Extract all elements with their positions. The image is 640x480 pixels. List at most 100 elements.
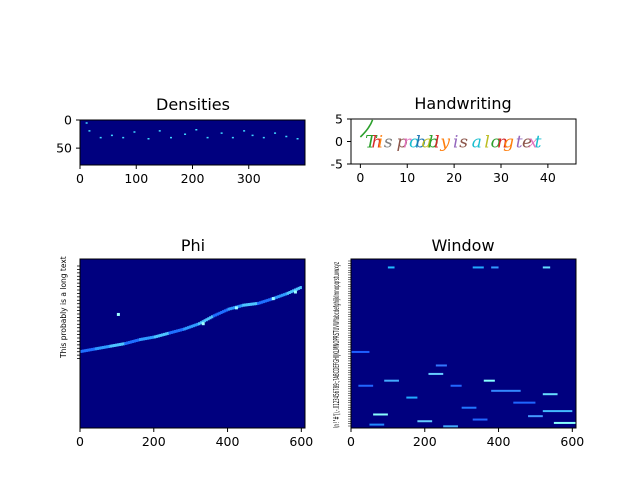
densities-cell: [206, 136, 209, 139]
window-segment: [435, 364, 447, 367]
phi-path-cell: [222, 310, 225, 314]
densities-cell: [274, 132, 277, 134]
densities-x-tick-label: 0: [76, 171, 84, 186]
phi-path-cell: [164, 332, 168, 336]
phi-path-cell: [220, 310, 223, 314]
phi-path-cell: [275, 295, 278, 299]
window-x-tick-label: 400: [487, 434, 511, 449]
phi-title: Phi: [181, 236, 205, 255]
phi-path-cell: [205, 318, 208, 322]
phi-path-cell: [168, 331, 171, 335]
densities-x-tick-label: 100: [124, 171, 148, 186]
phi-path-cell: [268, 298, 271, 302]
phi-path-cell: [162, 332, 166, 336]
phi-path-cell: [140, 337, 144, 341]
phi-path-cell: [153, 335, 157, 339]
phi-path-cell: [201, 320, 205, 324]
phi-path-cell: [127, 341, 131, 345]
phi-hot-cell: [116, 312, 120, 316]
handwriting-glyph: t: [535, 132, 542, 152]
handwriting-glyph: l: [484, 132, 489, 152]
window-segments: [351, 266, 576, 428]
densities-cell: [251, 134, 254, 137]
densities-cell: [231, 136, 234, 139]
phi-path-cell: [196, 322, 199, 326]
phi-path-cell: [144, 337, 147, 341]
phi-hot-cell: [234, 306, 238, 310]
phi-path-cell: [284, 292, 288, 296]
handwriting-y-tick-label: 0: [335, 134, 343, 149]
handwriting-x-tick-label: 40: [540, 170, 556, 185]
handwriting-glyph: a: [472, 132, 482, 152]
densities-yticks: 0 50: [56, 113, 80, 156]
phi-path-cell: [247, 303, 251, 307]
phi-path-cell: [148, 336, 151, 340]
phi-path-cell: [262, 300, 266, 304]
window-segment: [472, 418, 488, 421]
phi-path-cell: [116, 343, 120, 347]
phi-x-tick-label: 200: [142, 434, 166, 449]
phi-path-cell: [161, 333, 164, 337]
phi-path-cell: [124, 342, 127, 345]
densities-cell: [184, 133, 187, 135]
densities-cell: [243, 130, 246, 132]
phi-path-cell: [113, 343, 116, 347]
handwriting-glyph: i: [378, 132, 383, 152]
phi-path-cell: [266, 298, 269, 302]
window-ytick-labels: \n !"#'(),-.0123456789:;?ABCDEFGHIJKLMNO…: [332, 262, 341, 428]
phi-path-cell: [139, 338, 142, 342]
densities-cell: [158, 130, 161, 132]
phi-path-cell: [91, 347, 94, 351]
phi-path-cell: [216, 312, 219, 316]
densities-y-tick-label: 50: [56, 141, 72, 156]
handwriting-glyph: x: [528, 132, 538, 152]
handwriting-y-tick-label: -5: [331, 157, 343, 172]
handwriting-glyph: y: [439, 132, 450, 152]
phi-path-cell: [281, 293, 284, 297]
phi-path-cell: [198, 322, 201, 326]
window-segment: [406, 396, 418, 399]
phi-path-cell: [282, 293, 286, 297]
window-segment: [369, 423, 385, 426]
phi-path-cell: [290, 290, 293, 294]
handwriting-glyph: T: [365, 132, 378, 152]
densities-cell: [133, 131, 136, 133]
window-segment: [387, 266, 395, 269]
phi-path-cell: [210, 315, 214, 319]
window-segment: [513, 401, 536, 404]
handwriting-glyph: b: [428, 132, 439, 152]
densities-cell: [85, 122, 88, 124]
phi-hot-cell: [271, 297, 275, 301]
phi-path-cell: [209, 316, 212, 320]
phi-path-cell: [115, 343, 118, 347]
handwriting-yticks: 5 0 -5: [331, 112, 351, 172]
phi-path-cell: [150, 336, 153, 340]
phi-path-cell: [236, 305, 240, 309]
densities-subplot: Densities 0 100 200 300 0 50: [56, 95, 306, 186]
handwriting-glyph: l: [434, 132, 439, 152]
window-segment: [373, 413, 388, 416]
phi-path-cell: [159, 333, 162, 337]
phi-hot-cell: [201, 322, 205, 326]
window-segment: [443, 425, 458, 428]
phi-path-cell: [288, 291, 291, 295]
densities-cell: [88, 130, 91, 132]
phi-path-cell: [179, 328, 183, 332]
window-segment: [528, 415, 543, 418]
phi-path-cell: [251, 302, 254, 306]
handwriting-strokes: Thi s probabl y i s a l ong t ext: [359, 119, 542, 152]
densities-cell: [147, 138, 150, 140]
phi-path-cell: [111, 344, 114, 348]
phi-x-tick-label: 400: [216, 434, 240, 449]
densities-cell: [110, 134, 113, 137]
densities-y-tick-label: 0: [64, 113, 72, 128]
phi-path-cell: [151, 335, 155, 339]
phi-path-cell: [292, 289, 295, 293]
phi-path-cell: [170, 330, 173, 334]
phi-path-cell: [100, 346, 103, 350]
densities-xticks: 0 100 200 300: [76, 165, 261, 186]
phi-path-cell: [126, 341, 129, 345]
phi-subplot: Phi 0 200 400 600 This probably is a long t…: [59, 236, 313, 449]
phi-path-cell: [194, 323, 197, 327]
